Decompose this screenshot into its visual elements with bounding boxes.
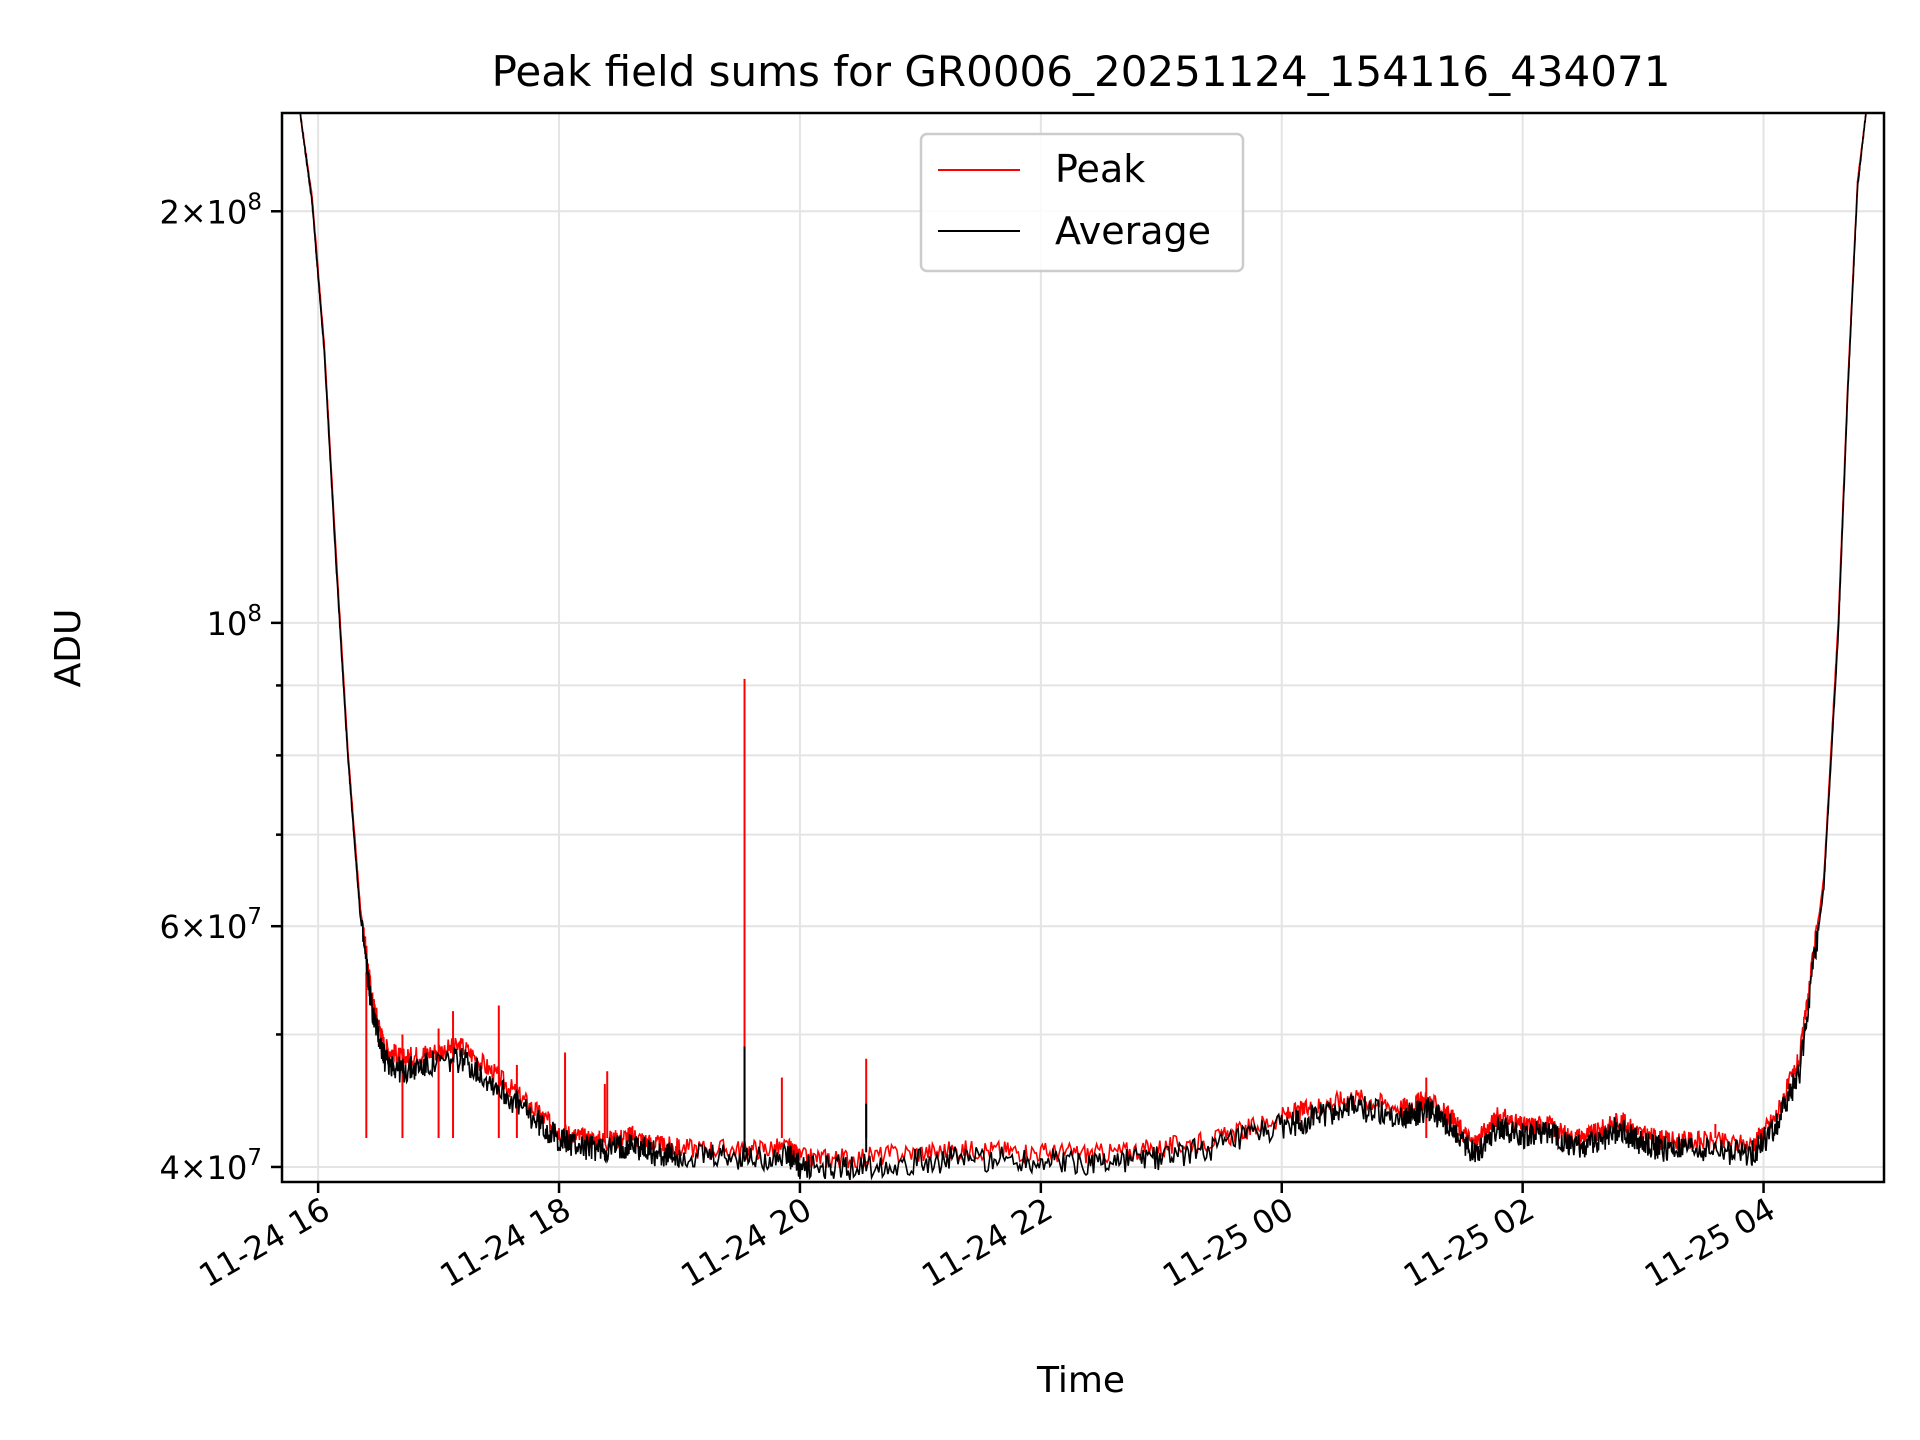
x-tick-label: 11-25 04 [1638, 1190, 1782, 1295]
chart-title: Peak field sums for GR0006_20251124_1541… [492, 47, 1671, 96]
x-tick-label: 11-25 02 [1397, 1190, 1541, 1295]
y-tick-label: 108 [207, 601, 262, 643]
x-tick-label: 11-24 16 [193, 1190, 337, 1295]
x-tick-label: 11-25 00 [1156, 1190, 1300, 1295]
average-series-line [299, 112, 1867, 1181]
legend-box [919, 132, 1245, 273]
x-tick-label: 11-24 20 [674, 1190, 818, 1295]
series-layer [299, 112, 1867, 1181]
x-tick-label: 11-24 22 [915, 1190, 1059, 1295]
y-tick-label: 6×107 [159, 904, 262, 946]
y-axis-label: ADU [48, 609, 89, 688]
legend: Peak Average [919, 132, 1245, 273]
x-axis-label: Time [1036, 1360, 1125, 1401]
plot-frame [280, 111, 1886, 1184]
x-tick-label: 11-24 18 [433, 1190, 577, 1295]
legend-peak-label: Peak [1055, 147, 1145, 191]
grid [282, 113, 1884, 1182]
y-tick-label: 4×107 [159, 1145, 262, 1187]
legend-average-label: Average [1055, 209, 1211, 253]
y-tick-label: 2×108 [159, 189, 262, 231]
